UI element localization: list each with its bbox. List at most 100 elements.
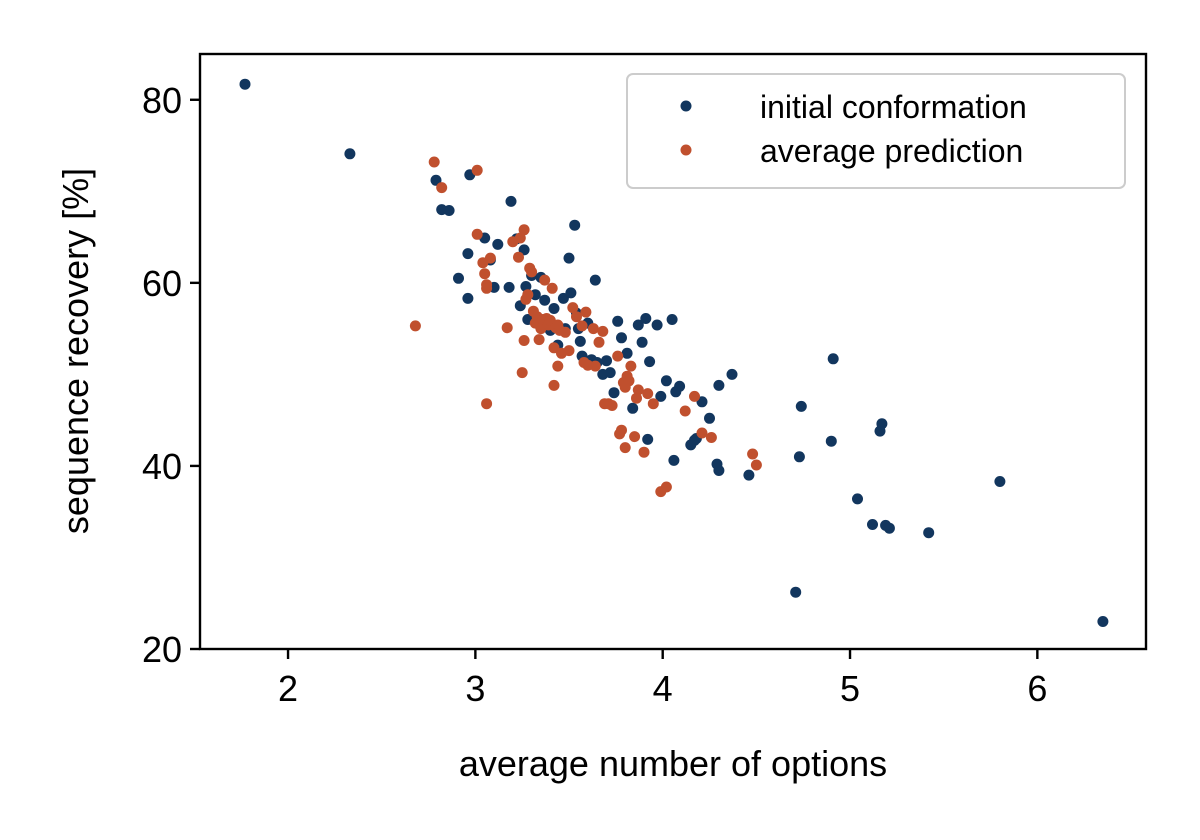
data-point-average-prediction-57 bbox=[632, 384, 644, 396]
y-tick-label-40: 40 bbox=[142, 446, 182, 487]
data-point-average-prediction-28 bbox=[546, 282, 558, 294]
data-point-initial-conformation-31 bbox=[565, 287, 577, 299]
data-point-average-prediction-49 bbox=[616, 424, 627, 436]
data-point-initial-conformation-24 bbox=[539, 294, 551, 306]
data-point-average-prediction-60 bbox=[647, 398, 659, 410]
data-point-initial-conformation-30 bbox=[563, 252, 575, 264]
data-point-initial-conformation-81 bbox=[994, 476, 1006, 487]
data-point-initial-conformation-51 bbox=[640, 313, 652, 324]
y-tick-label-20: 20 bbox=[142, 629, 182, 670]
data-point-average-prediction-38 bbox=[576, 320, 588, 332]
data-point-average-prediction-3 bbox=[471, 228, 483, 240]
data-point-initial-conformation-46 bbox=[616, 332, 627, 344]
data-point-initial-conformation-48 bbox=[627, 402, 639, 414]
data-point-initial-conformation-44 bbox=[608, 387, 620, 399]
data-point-average-prediction-36 bbox=[567, 302, 579, 314]
data-point-initial-conformation-55 bbox=[660, 375, 672, 387]
data-point-initial-conformation-58 bbox=[674, 380, 686, 392]
data-point-initial-conformation-80 bbox=[923, 527, 935, 539]
data-point-initial-conformation-70 bbox=[793, 451, 805, 463]
data-point-initial-conformation-18 bbox=[520, 281, 532, 292]
x-tick-label-6: 6 bbox=[1027, 668, 1047, 709]
data-point-average-prediction-69 bbox=[409, 320, 421, 332]
data-point-initial-conformation-43 bbox=[604, 367, 616, 379]
data-point-average-prediction-71 bbox=[516, 367, 528, 379]
data-point-initial-conformation-67 bbox=[726, 368, 738, 380]
data-point-average-prediction-56 bbox=[631, 392, 642, 404]
data-point-average-prediction-73 bbox=[552, 360, 564, 372]
data-point-initial-conformation-54 bbox=[655, 390, 667, 402]
data-point-average-prediction-12 bbox=[514, 232, 526, 244]
data-point-initial-conformation-59 bbox=[668, 454, 680, 466]
data-point-average-prediction-11 bbox=[513, 251, 524, 263]
data-point-initial-conformation-26 bbox=[548, 303, 560, 314]
data-point-initial-conformation-65 bbox=[713, 465, 725, 476]
data-point-average-prediction-2 bbox=[471, 164, 483, 176]
data-point-average-prediction-13 bbox=[518, 224, 530, 236]
data-point-initial-conformation-63 bbox=[704, 412, 715, 424]
data-point-average-prediction-63 bbox=[679, 405, 691, 417]
data-point-average-prediction-17 bbox=[526, 266, 538, 278]
data-point-average-prediction-58 bbox=[638, 446, 650, 458]
data-point-average-prediction-59 bbox=[642, 388, 654, 400]
x-tick-label-3: 3 bbox=[465, 668, 485, 709]
y-axis-label: sequence recovery [%] bbox=[55, 168, 96, 534]
data-point-initial-conformation-45 bbox=[612, 315, 624, 327]
plot-frame bbox=[198, 52, 1148, 651]
data-point-average-prediction-43 bbox=[593, 336, 605, 348]
data-point-average-prediction-42 bbox=[589, 360, 601, 372]
data-point-average-prediction-1 bbox=[436, 182, 448, 194]
data-point-initial-conformation-32 bbox=[569, 219, 581, 231]
data-point-average-prediction-21 bbox=[533, 334, 545, 346]
data-point-average-prediction-7 bbox=[481, 282, 493, 294]
data-point-average-prediction-41 bbox=[587, 323, 599, 335]
data-point-average-prediction-24 bbox=[539, 274, 551, 286]
data-point-average-prediction-39 bbox=[580, 306, 592, 318]
x-axis-ticks: 2 3 4 5 6 bbox=[278, 649, 1047, 709]
legend-label-average-prediction: average prediction bbox=[760, 133, 1023, 169]
data-point-average-prediction-64 bbox=[689, 390, 700, 402]
data-point-initial-conformation-4 bbox=[443, 205, 455, 216]
legend-label-initial-conformation: initial conformation bbox=[760, 89, 1027, 125]
data-point-initial-conformation-0 bbox=[239, 78, 251, 90]
data-point-initial-conformation-52 bbox=[644, 356, 656, 368]
x-tick-label-4: 4 bbox=[653, 668, 673, 709]
data-point-average-prediction-51 bbox=[619, 442, 631, 454]
data-point-average-prediction-55 bbox=[629, 431, 641, 443]
data-point-average-prediction-76 bbox=[612, 350, 624, 362]
data-point-average-prediction-34 bbox=[559, 326, 571, 338]
data-point-average-prediction-67 bbox=[747, 448, 759, 460]
data-point-initial-conformation-73 bbox=[827, 353, 839, 365]
data-point-initial-conformation-75 bbox=[867, 519, 878, 530]
data-point-initial-conformation-72 bbox=[825, 435, 837, 447]
data-point-initial-conformation-42 bbox=[601, 355, 612, 367]
data-point-initial-conformation-49 bbox=[632, 319, 644, 331]
data-point-initial-conformation-69 bbox=[790, 586, 802, 598]
data-point-initial-conformation-13 bbox=[503, 281, 515, 293]
data-point-average-prediction-37 bbox=[571, 311, 582, 323]
data-point-initial-conformation-66 bbox=[713, 379, 725, 391]
data-point-average-prediction-5 bbox=[479, 268, 491, 280]
data-points bbox=[239, 78, 1109, 627]
data-point-initial-conformation-1 bbox=[344, 148, 356, 160]
data-point-initial-conformation-47 bbox=[621, 347, 633, 359]
data-point-initial-conformation-39 bbox=[589, 274, 601, 286]
data-point-initial-conformation-68 bbox=[743, 469, 755, 481]
data-point-average-prediction-74 bbox=[518, 335, 530, 346]
legend: initial conformation average prediction bbox=[626, 73, 1126, 189]
y-axis-ticks: 20 40 60 80 bbox=[142, 80, 200, 670]
x-axis-label: average number of options bbox=[459, 743, 887, 784]
data-point-average-prediction-62 bbox=[660, 481, 672, 493]
data-point-average-prediction-0 bbox=[428, 156, 440, 168]
data-point-average-prediction-8 bbox=[484, 252, 496, 264]
legend-marker-initial-conformation bbox=[680, 100, 692, 112]
data-point-initial-conformation-83 bbox=[642, 433, 654, 445]
x-tick-label-5: 5 bbox=[840, 668, 860, 709]
data-point-average-prediction-9 bbox=[501, 322, 513, 334]
legend-marker-average-prediction bbox=[680, 144, 692, 156]
data-point-average-prediction-66 bbox=[705, 432, 717, 443]
data-point-initial-conformation-8 bbox=[453, 272, 464, 284]
data-point-initial-conformation-56 bbox=[666, 314, 678, 325]
data-point-average-prediction-75 bbox=[578, 357, 590, 368]
